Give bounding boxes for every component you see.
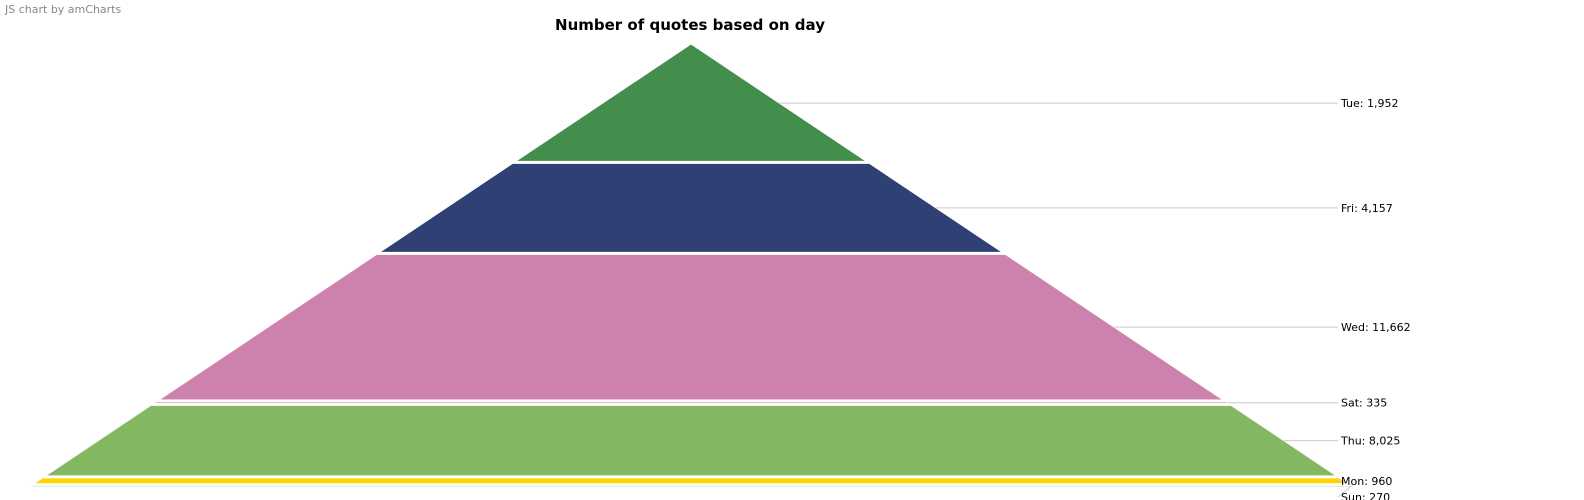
pyramid-slice-sat[interactable] — [152, 401, 1230, 404]
slice-label-sat: Sat: 335 — [1341, 397, 1387, 410]
slice-label-tue: Tue: 1,952 — [1340, 97, 1398, 110]
pyramid-slice-wed[interactable] — [157, 253, 1225, 401]
label-line-sun — [1337, 485, 1352, 498]
pyramid-slice-thu[interactable] — [43, 404, 1339, 477]
slice-label-sun: Sun: 270 — [1341, 491, 1390, 500]
pyramid-slice-sun[interactable] — [27, 485, 1355, 488]
labels-layer: Tue: 1,952 Fri: 4,157 Wed: 11,662 Sat: 335 T… — [779, 97, 1411, 500]
slice-label-fri: Fri: 4,157 — [1341, 202, 1393, 215]
pyramid-slice-mon[interactable] — [32, 477, 1350, 485]
pyramid-slice-fri[interactable] — [377, 162, 1005, 253]
slices-layer — [27, 43, 1355, 488]
slice-label-thu: Thu: 8,025 — [1340, 435, 1400, 448]
pyramid-slice-tue[interactable] — [513, 43, 869, 162]
chart-title: Number of quotes based on day — [555, 16, 825, 34]
slice-label-wed: Wed: 11,662 — [1341, 321, 1411, 334]
amcharts-credit[interactable]: JS chart by amCharts — [5, 3, 122, 16]
slice-label-mon: Mon: 960 — [1341, 475, 1392, 488]
